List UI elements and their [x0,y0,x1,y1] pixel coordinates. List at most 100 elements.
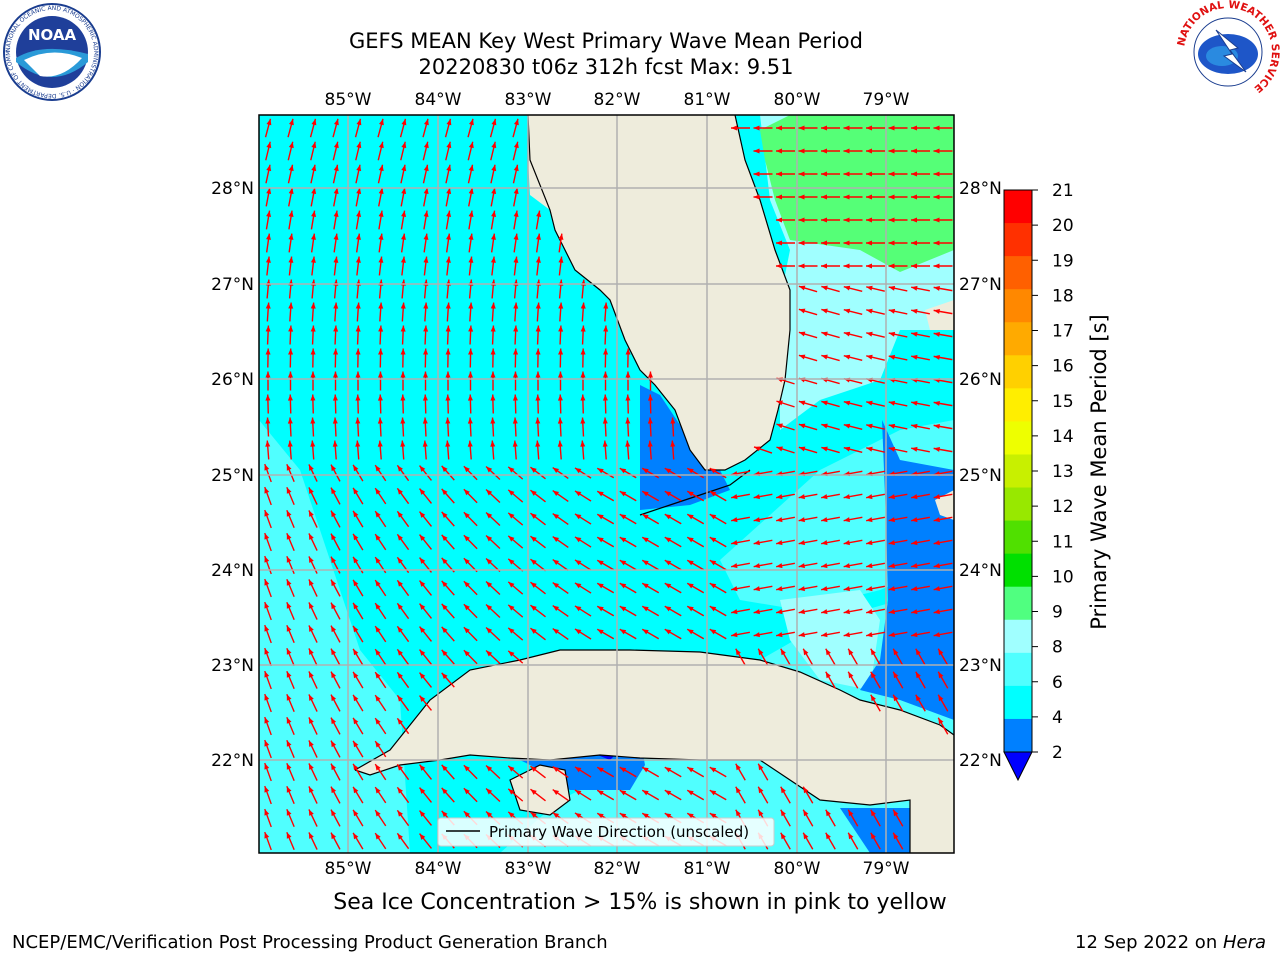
wave-arrow-head [574,490,582,497]
wave-arrow-head [401,210,407,217]
wave-arrow-head [619,790,627,796]
wave-arrow-head [419,787,426,794]
wave-arrow-head [401,187,407,195]
wave-arrow-head [888,331,896,337]
wave-arrow-head [597,629,604,635]
wave-arrow-head [888,171,895,177]
wave-arrow-head [512,394,518,401]
wave-arrow-head [356,210,362,217]
wave-arrow-head [866,331,873,337]
wave-arrow-head [731,563,738,569]
wave-arrow-head [558,325,564,332]
wave-arrow-head [893,832,899,840]
wave-arrow-head [445,302,451,309]
wave-arrow-head [780,786,786,794]
wave-arrow-head [288,302,294,309]
wave-arrow-head [798,563,805,569]
wave-arrow-head [843,400,851,406]
wave-arrow-head [780,809,786,817]
wave-arrow-head [264,625,270,632]
wave-arrow-head [508,466,515,473]
wave-arrow-head [375,557,381,564]
lon-tick-label-bottom: 84°W [415,859,462,879]
wave-arrow-head [423,118,429,126]
wave-arrow-head [933,125,940,131]
wave-arrow-head [353,602,359,610]
colorbar-segment [1004,487,1032,522]
wave-arrow-head [670,417,676,424]
wave-arrow-head [619,606,627,612]
wave-arrow-head [463,650,470,657]
wave-arrow-head [753,540,760,546]
wave-arrow-head [308,579,314,586]
colorbar-segment [1004,421,1032,455]
wave-arrow-head [821,217,827,223]
wave-arrow-head [331,809,337,817]
land-group [355,115,954,853]
wave-arrow-head [625,417,631,424]
wave-arrow-head [664,537,672,543]
wave-arrow-head [513,141,519,149]
wave-arrow-head [508,512,515,519]
lon-tick-label-bottom: 80°W [774,859,821,879]
wave-arrow-head [490,302,496,309]
wave-arrow-head [355,417,361,424]
wave-arrow-head [866,494,873,500]
wave-arrow-head [603,348,609,355]
wave-arrow-head [265,302,271,309]
wave-arrow-head [866,423,873,429]
wave-arrow-head [375,672,381,679]
wave-arrow-head [825,671,831,679]
wave-arrow-head [463,535,470,542]
wave-arrow-head [580,348,586,355]
wave-arrow-head [911,632,918,638]
wave-arrow-head [400,325,406,332]
wave-arrow-head [308,786,314,793]
wave-arrow-head [938,694,944,702]
wave-arrow-head [536,210,542,217]
wave-arrow-head [933,308,940,314]
wave-arrow-head [687,537,694,543]
land-isla-juventud [510,765,570,815]
wave-arrow-head [286,763,292,770]
wave-arrow-head [753,148,760,154]
wave-arrow-head [331,717,337,725]
wave-arrow-head [467,417,473,424]
wave-arrow-head [866,563,873,569]
wave-arrow-head [423,348,429,355]
wave-arrow-head [866,148,872,154]
wave-arrow-head [419,534,426,541]
colorbar-segment [1004,685,1032,720]
wave-arrow-head [513,187,519,195]
wave-arrow-head [619,514,627,520]
wave-arrow-head [915,671,921,679]
wave-arrow-head [264,510,270,517]
wave-arrow-head [264,556,270,563]
wave-arrow-head [911,194,917,200]
wave-arrow-head [353,487,359,495]
wave-arrow-head [353,740,359,748]
wave-arrow-head [798,171,805,177]
wave-arrow-head [731,586,738,592]
wave-arrow-head [687,583,694,589]
wave-arrow-head [419,603,426,610]
wave-arrow-head [265,256,271,263]
wave-arrow-head [866,400,873,406]
footer-host: Hera [1222,932,1266,953]
wave-arrow-head [265,371,271,378]
wave-arrow-head [331,510,337,518]
wave-arrow-head [911,240,917,246]
wave-arrow-head [647,440,653,447]
wave-arrow-head [264,464,270,471]
wave-arrow-head [287,417,293,424]
wave-arrow-head [619,537,627,543]
wave-arrow-head [843,308,851,314]
wave-arrow-head [803,809,809,817]
wave-arrow-head [642,537,649,543]
wave-arrow-head [264,740,270,747]
graticule [259,115,954,853]
wave-arrow-head [552,536,560,543]
wave-arrow-head [798,331,806,337]
wave-arrow-head [709,606,717,612]
wave-arrow-head [463,489,470,496]
